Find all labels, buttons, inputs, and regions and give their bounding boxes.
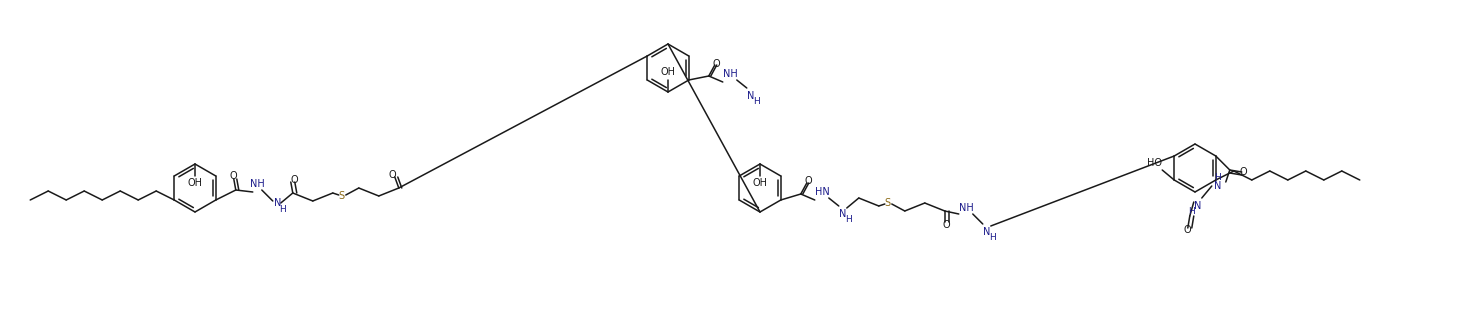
Text: S: S (885, 198, 891, 208)
Text: N: N (839, 209, 847, 219)
Text: NH: NH (959, 203, 974, 213)
Text: H: H (1215, 174, 1221, 183)
Text: H: H (845, 216, 853, 225)
Text: O: O (943, 220, 950, 230)
Text: S: S (339, 191, 345, 201)
Text: H: H (990, 234, 996, 243)
Text: OH: OH (752, 178, 768, 188)
Text: OH: OH (660, 67, 676, 77)
Text: H: H (753, 98, 761, 106)
Text: N: N (983, 227, 990, 237)
Text: O: O (388, 170, 397, 180)
Text: O: O (712, 59, 721, 69)
Text: N: N (1215, 181, 1222, 191)
Text: NH: NH (723, 69, 739, 79)
Text: O: O (291, 175, 299, 185)
Text: HO: HO (1146, 158, 1162, 168)
Text: OH: OH (187, 178, 203, 188)
Text: NH: NH (251, 179, 266, 189)
Text: O: O (231, 171, 238, 181)
Text: N: N (1194, 201, 1202, 211)
Text: O: O (804, 176, 813, 186)
Text: H: H (279, 206, 286, 215)
Text: N: N (274, 198, 282, 208)
Text: O: O (1240, 167, 1248, 177)
Text: N: N (748, 91, 755, 101)
Text: O: O (1184, 225, 1191, 235)
Text: H: H (1188, 207, 1196, 216)
Text: HN: HN (815, 187, 831, 197)
